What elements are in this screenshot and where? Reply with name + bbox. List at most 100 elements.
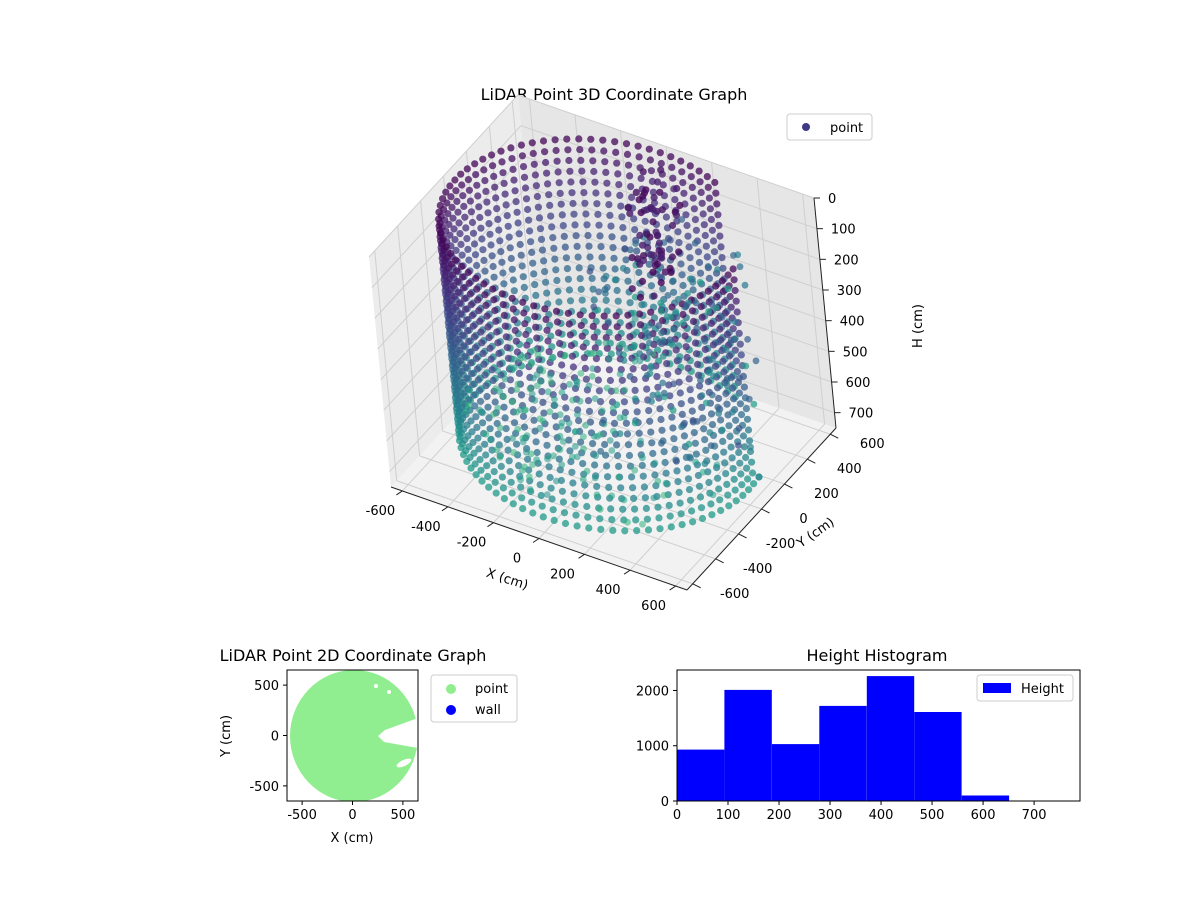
chart-2d-plot-area bbox=[290, 670, 418, 801]
floor-point bbox=[624, 518, 631, 526]
wall-point bbox=[483, 392, 491, 401]
wall-point bbox=[499, 484, 507, 492]
interior-point bbox=[704, 263, 712, 270]
wall-point bbox=[651, 471, 659, 479]
wall-point bbox=[588, 146, 596, 154]
cluster-point bbox=[676, 201, 684, 209]
wall-point bbox=[686, 386, 694, 394]
wall-point bbox=[528, 139, 536, 147]
wall-point bbox=[679, 310, 687, 319]
wall-point bbox=[723, 480, 731, 488]
wall-point bbox=[558, 211, 566, 219]
interior-point bbox=[631, 293, 639, 301]
wall-point bbox=[519, 298, 527, 306]
interior-point bbox=[659, 352, 667, 360]
wall-point bbox=[593, 200, 601, 208]
wall-point bbox=[583, 221, 591, 229]
floor-point bbox=[583, 467, 591, 475]
wall-point bbox=[603, 462, 611, 470]
cluster-point bbox=[661, 268, 669, 276]
wall-point bbox=[692, 450, 701, 458]
wall-point bbox=[544, 337, 552, 345]
interior-point bbox=[693, 418, 701, 425]
wall-point bbox=[489, 262, 497, 271]
wall-point bbox=[704, 378, 713, 386]
wall-point bbox=[540, 257, 548, 265]
floor-point bbox=[608, 447, 616, 454]
wall-point bbox=[578, 332, 586, 340]
wall-point bbox=[696, 382, 704, 390]
wall-point bbox=[704, 287, 712, 295]
wall-point bbox=[626, 333, 634, 341]
floor-point bbox=[577, 370, 585, 377]
chart-2d-gap-dot bbox=[374, 684, 378, 688]
wall-point bbox=[619, 505, 627, 513]
wall-point bbox=[700, 221, 708, 229]
wall-point bbox=[468, 428, 476, 436]
interior-point bbox=[641, 326, 649, 334]
wall-point bbox=[744, 475, 752, 483]
wall-point bbox=[736, 459, 744, 467]
z-tick-label: 500 bbox=[843, 345, 868, 360]
wall-point bbox=[740, 383, 749, 391]
wall-point bbox=[524, 455, 532, 463]
wall-point bbox=[555, 455, 563, 463]
wall-point bbox=[481, 177, 489, 185]
wall-point bbox=[524, 205, 532, 214]
floor-point bbox=[551, 395, 558, 403]
cluster-point bbox=[654, 178, 662, 186]
wall-point bbox=[688, 407, 696, 415]
z-tick-label: 400 bbox=[840, 315, 865, 330]
wall-point bbox=[502, 333, 510, 341]
wall-point bbox=[581, 481, 589, 489]
wall-point bbox=[474, 296, 482, 304]
wall-point bbox=[495, 349, 503, 358]
wall-point bbox=[473, 423, 481, 431]
wall-point bbox=[708, 330, 717, 338]
interior-point bbox=[705, 369, 713, 376]
grid-y-left bbox=[397, 225, 421, 456]
floor-point bbox=[516, 356, 524, 363]
wall-point bbox=[629, 365, 637, 373]
wall-point bbox=[559, 498, 568, 506]
interior-point bbox=[619, 264, 627, 272]
wall-point bbox=[474, 192, 482, 200]
interior-point bbox=[682, 302, 690, 310]
wall-point bbox=[609, 526, 617, 535]
wall-point bbox=[689, 317, 698, 326]
interior-point bbox=[664, 292, 672, 299]
wall-point bbox=[450, 225, 458, 233]
x-tick bbox=[578, 553, 585, 559]
floor-point bbox=[631, 315, 639, 323]
wall-point bbox=[509, 305, 517, 313]
wall-point bbox=[479, 419, 487, 427]
wall-point bbox=[662, 213, 671, 221]
wall-point bbox=[635, 153, 643, 161]
wall-point bbox=[565, 436, 573, 444]
wall-point bbox=[616, 191, 624, 199]
wall-point bbox=[699, 324, 707, 332]
wall-point bbox=[538, 246, 547, 254]
wall-point bbox=[654, 383, 662, 391]
wall-point bbox=[541, 268, 549, 276]
wall-point bbox=[623, 150, 632, 158]
wall-point bbox=[476, 213, 484, 222]
wall-point bbox=[481, 371, 489, 379]
wall-point bbox=[475, 203, 483, 211]
wall-point bbox=[473, 365, 481, 373]
y-tick bbox=[761, 508, 770, 514]
wall-point bbox=[560, 382, 568, 390]
wall-point bbox=[539, 137, 548, 145]
wall-point bbox=[638, 461, 646, 470]
floor-point bbox=[565, 419, 573, 427]
wall-point bbox=[454, 208, 462, 216]
wall-point bbox=[633, 527, 641, 535]
wall-point bbox=[576, 146, 584, 154]
wall-point bbox=[587, 135, 595, 143]
interior-point bbox=[659, 379, 667, 387]
wall-point bbox=[462, 305, 470, 313]
wall-point bbox=[657, 415, 665, 424]
interior-point bbox=[715, 338, 722, 346]
wall-point bbox=[552, 146, 560, 155]
floor-point bbox=[513, 386, 520, 393]
